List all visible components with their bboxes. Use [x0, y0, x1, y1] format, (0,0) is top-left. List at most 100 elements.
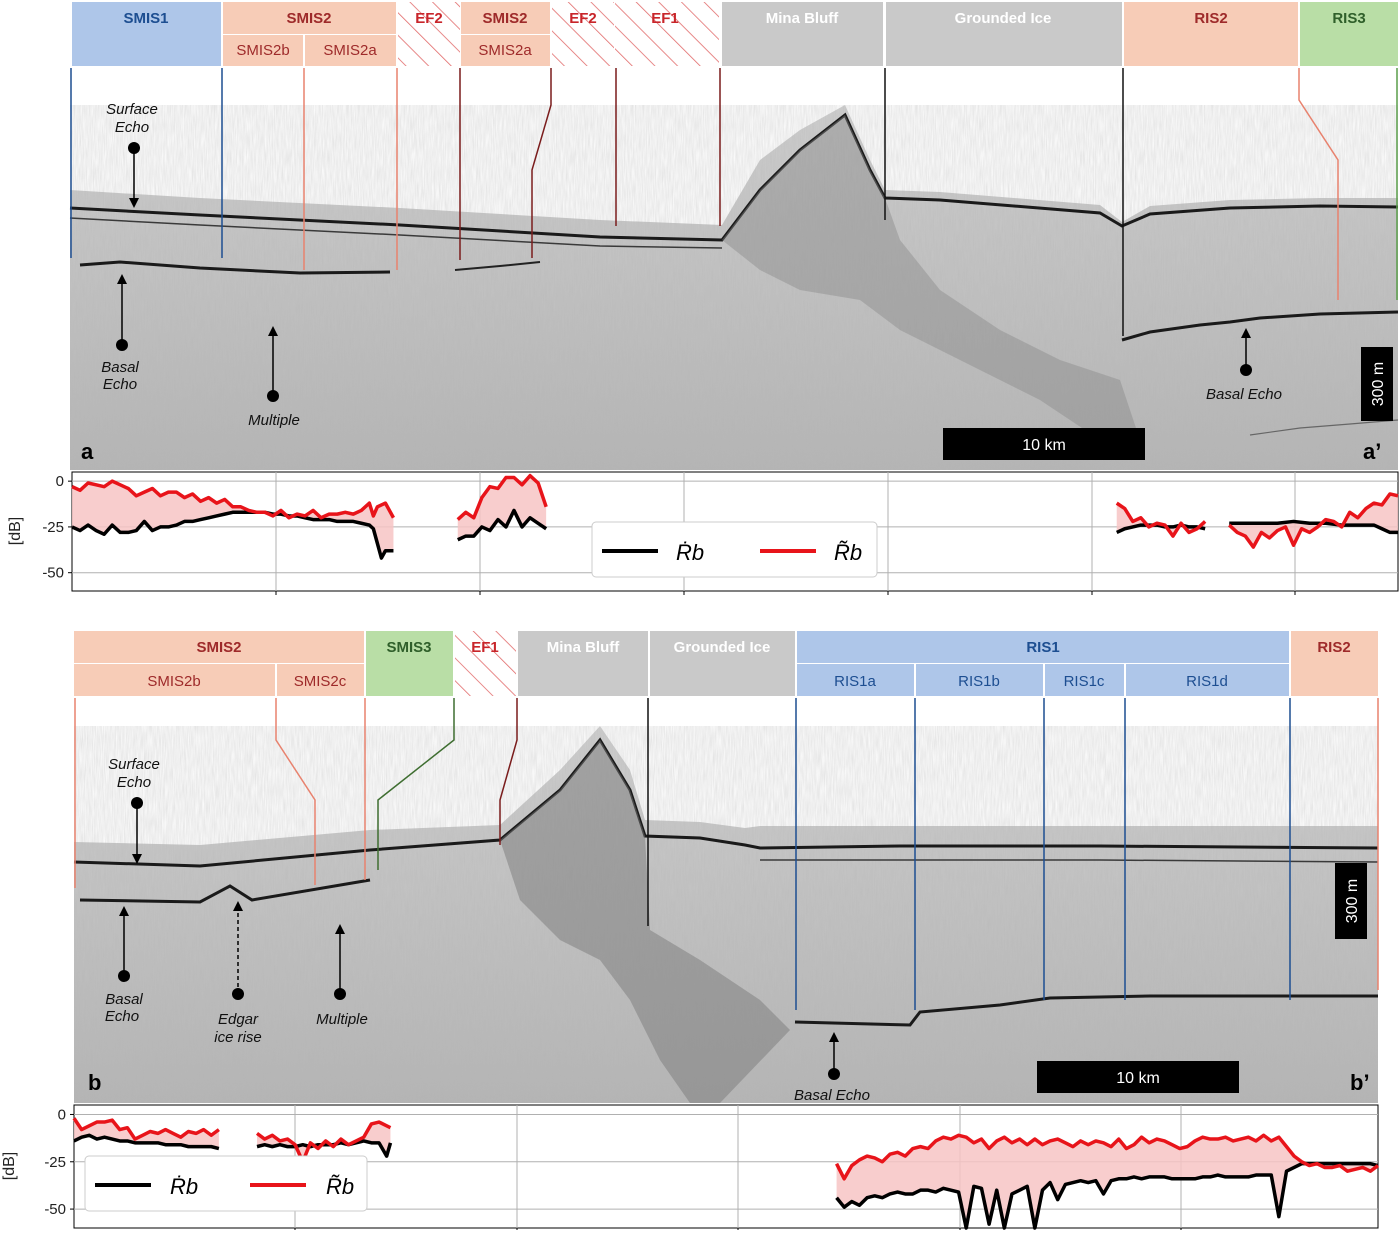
- subheader-box-ris1c: [1045, 664, 1124, 696]
- subheader-box-smis2b: [223, 35, 303, 66]
- legend-label-rb-dot: Ṙb: [676, 540, 704, 565]
- radargram-a-basal-echo-2: [454, 261, 541, 271]
- scalebar-horizontal-label: 10 km: [1116, 1070, 1160, 1087]
- scalebar-vertical: [1335, 863, 1367, 939]
- subheader-label-smis2a: SMIS2a: [323, 42, 377, 59]
- annotation-basal-echo-line1: Basal: [105, 991, 143, 1008]
- radargram-a-surface-echo: [69, 112, 1399, 242]
- legend-label-rb-tilde: R̃b: [834, 540, 862, 565]
- header-label-ef1: EF1: [471, 639, 499, 656]
- header-label-ris2: RIS2: [1317, 639, 1350, 656]
- series-line: [72, 1117, 220, 1141]
- header-label-smis1: SMIS1: [123, 10, 168, 27]
- panel-label-b: b: [88, 1070, 101, 1095]
- scalebar-vertical: [1361, 347, 1393, 421]
- series-line: [1228, 492, 1399, 549]
- panel-a: SMIS1 SMIS2 SMIS2b SMIS2a EF2 SMIS2 SMIS…: [69, 2, 1399, 470]
- arrow-head: [233, 901, 243, 911]
- annotation-surface-echo-line1: Surface: [108, 756, 160, 773]
- arrow-head: [132, 854, 142, 864]
- difference-fill: [72, 481, 394, 559]
- arrow-head: [119, 906, 129, 916]
- arrow-head: [268, 326, 278, 336]
- header-box-smis3: [366, 631, 453, 696]
- series-line: [71, 479, 395, 520]
- chart-b-ylabel: [dB]: [1, 1152, 18, 1180]
- subheader-box-smis2b: [74, 664, 275, 696]
- header-box-grounded-ice: [886, 2, 1122, 66]
- subheader-label-smis2c: SMIS2c: [294, 673, 347, 690]
- arrow-head: [335, 924, 345, 934]
- scalebar-horizontal-label: 10 km: [1022, 437, 1066, 454]
- radargram-b: [73, 698, 1379, 1103]
- subheader-label-ris1c: RIS1c: [1064, 673, 1105, 690]
- panel-label-b-prime: b’: [1350, 1070, 1370, 1095]
- radargram-b-mountain: [500, 740, 790, 1103]
- subheader-box-smis2a: [305, 35, 396, 66]
- radargram-a-multiple: [1249, 419, 1399, 436]
- scalebar-horizontal: [943, 428, 1145, 460]
- header-box-ef2-1: [398, 2, 460, 66]
- legend-box: [591, 521, 878, 578]
- series-line: [457, 508, 548, 542]
- boundary-line: [275, 698, 316, 885]
- y-tick-label: -50: [44, 1201, 66, 1218]
- radargram-b-basal-echo-ris: [794, 994, 1378, 1027]
- panel-label-a-prime: a’: [1363, 439, 1381, 464]
- series-line: [1229, 519, 1398, 535]
- chart-b-fill: [74, 1118, 1378, 1228]
- header-label-ef2-1: EF2: [415, 10, 443, 27]
- header-box-ris2: [1291, 631, 1378, 696]
- chart-b-lines: [72, 1117, 1380, 1230]
- annotation-basal-echo-line2: Echo: [105, 1008, 139, 1025]
- boundary-line: [531, 68, 552, 258]
- scalebar-vertical-label: 300 m: [1344, 879, 1361, 923]
- annotation-basal-echo-line2: Echo: [103, 376, 137, 393]
- annotation-surface-echo-line1: Surface: [106, 101, 158, 118]
- header-box-ef2-2: [552, 2, 614, 66]
- radargram-b-basal-echo: [79, 878, 371, 904]
- boundary-line: [1298, 68, 1339, 300]
- chart-a: 0 -25 -50 [dB] Ṙb R̃b: [7, 471, 1399, 595]
- arrow-head: [829, 1032, 839, 1042]
- annotation-basal-echo-right: Basal Echo: [794, 1087, 870, 1104]
- header-box-ris3: [1300, 2, 1398, 66]
- subheader-box-ris1d: [1126, 664, 1289, 696]
- annotation-multiple: Multiple: [316, 1011, 368, 1028]
- radargram-a-basal-echo-ris: [1121, 310, 1399, 342]
- legend-label-rb-dot: Ṙb: [170, 1174, 198, 1199]
- series-line: [255, 1120, 392, 1164]
- header-box-smis2: [74, 631, 364, 663]
- header-label-ris3: RIS3: [1332, 10, 1365, 27]
- legend-label-rb-tilde: R̃b: [326, 1174, 354, 1199]
- scalebar-horizontal: [1037, 1061, 1239, 1093]
- boundary-line: [377, 698, 455, 870]
- arrow-head: [117, 274, 127, 284]
- subheader-box-ris1a: [797, 664, 914, 696]
- chart-a-lines: [71, 473, 1399, 560]
- header-box-mina-bluff: [722, 2, 883, 66]
- subheader-label-ris1a: RIS1a: [834, 673, 876, 690]
- chart-a-ylabel: [dB]: [7, 517, 24, 545]
- radargram-b-surface-echo-2: [760, 859, 1379, 863]
- y-tick-label: -50: [42, 565, 64, 582]
- header-label-mina-bluff: Mina Bluff: [766, 10, 839, 27]
- panel-b-header: SMIS2 SMIS2b SMIS2c SMIS3 EF1 Mina Bluff…: [74, 631, 1378, 696]
- arrow-head: [1241, 328, 1251, 338]
- chart-b: 0 -25 -50 [dB] Ṙb R̃b: [1, 1104, 1380, 1232]
- header-label-grounded-ice: Grounded Ice: [674, 639, 771, 656]
- chart-a-legend: Ṙb R̃b: [591, 521, 878, 578]
- boundary-line: [499, 698, 518, 845]
- subheader-label-ris1d: RIS1d: [1186, 673, 1228, 690]
- header-box-ris1: [797, 631, 1289, 663]
- series-line: [73, 1133, 220, 1151]
- panel-a-annotations: Surface Echo Basal Echo Multiple Basal E…: [81, 101, 1393, 464]
- header-box-ris2: [1124, 2, 1298, 66]
- subheader-box-smis2a-2: [461, 35, 550, 66]
- series-line: [1116, 523, 1206, 535]
- subheader-label-ris1b: RIS1b: [958, 673, 1000, 690]
- header-label-mina-bluff: Mina Bluff: [547, 639, 620, 656]
- radargram-a-basal-echo: [79, 260, 391, 275]
- difference-fill: [836, 1135, 1378, 1228]
